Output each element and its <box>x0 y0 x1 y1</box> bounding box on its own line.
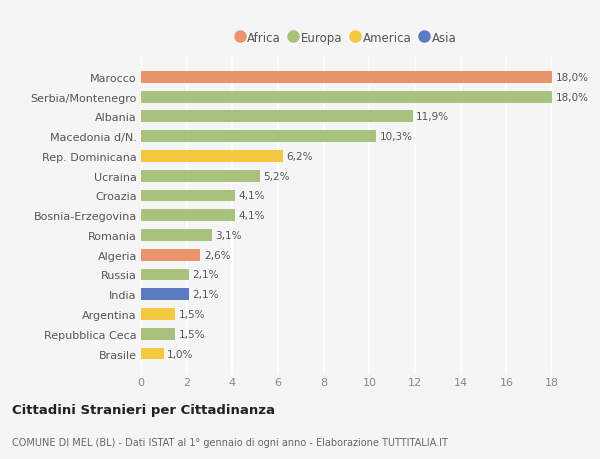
Text: 6,2%: 6,2% <box>286 151 313 162</box>
Text: 2,1%: 2,1% <box>193 270 219 280</box>
Bar <box>141 91 552 103</box>
Bar <box>141 131 376 143</box>
Text: 1,5%: 1,5% <box>179 309 205 319</box>
Bar <box>141 289 189 301</box>
Bar <box>141 328 175 340</box>
Bar <box>141 269 189 281</box>
Text: 2,1%: 2,1% <box>193 290 219 300</box>
Bar <box>141 249 200 261</box>
Text: Cittadini Stranieri per Cittadinanza: Cittadini Stranieri per Cittadinanza <box>12 403 275 416</box>
Text: 4,1%: 4,1% <box>238 191 265 201</box>
Text: 11,9%: 11,9% <box>416 112 449 122</box>
Bar <box>141 190 235 202</box>
Bar <box>141 111 413 123</box>
Text: 18,0%: 18,0% <box>556 73 589 83</box>
Bar <box>141 348 164 360</box>
Text: 1,5%: 1,5% <box>179 329 205 339</box>
Bar <box>141 72 552 84</box>
Text: 1,0%: 1,0% <box>167 349 194 359</box>
Text: 3,1%: 3,1% <box>215 230 242 241</box>
Text: 2,6%: 2,6% <box>204 250 230 260</box>
Text: 4,1%: 4,1% <box>238 211 265 221</box>
Text: 18,0%: 18,0% <box>556 92 589 102</box>
Text: 5,2%: 5,2% <box>263 171 290 181</box>
Bar <box>141 230 212 241</box>
Bar <box>141 308 175 320</box>
Text: COMUNE DI MEL (BL) - Dati ISTAT al 1° gennaio di ogni anno - Elaborazione TUTTIT: COMUNE DI MEL (BL) - Dati ISTAT al 1° ge… <box>12 437 448 447</box>
Bar <box>141 170 260 182</box>
Legend: Africa, Europa, America, Asia: Africa, Europa, America, Asia <box>232 27 461 49</box>
Bar <box>141 151 283 162</box>
Bar <box>141 210 235 222</box>
Text: 10,3%: 10,3% <box>380 132 413 142</box>
